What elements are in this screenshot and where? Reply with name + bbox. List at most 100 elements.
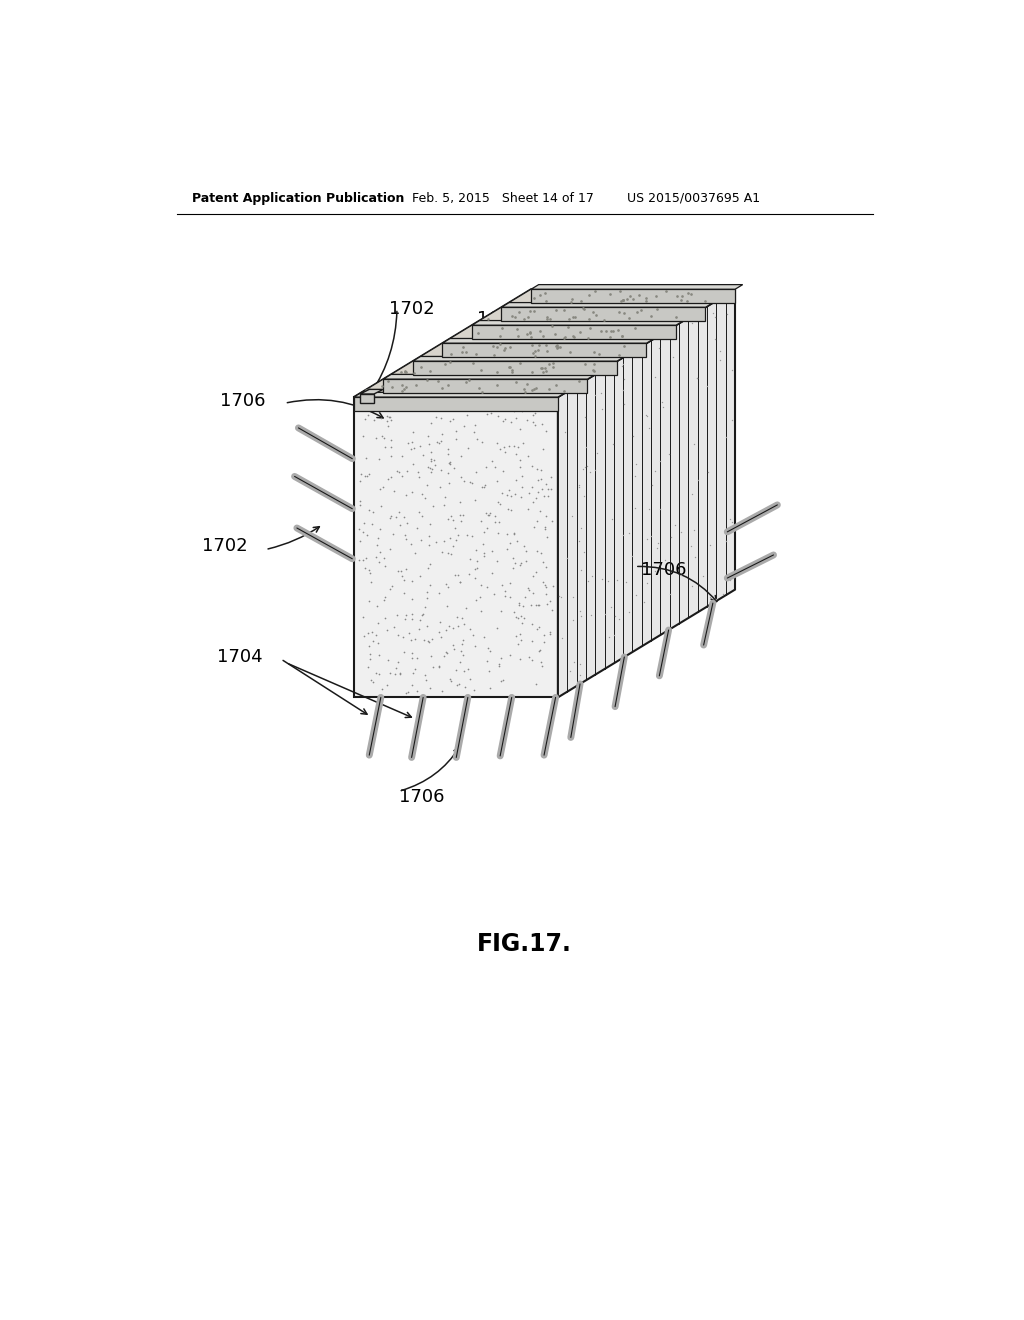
Point <box>636 591 652 612</box>
Point <box>409 517 425 539</box>
Point <box>397 484 414 506</box>
Point <box>453 511 469 532</box>
Point <box>617 572 634 593</box>
Point <box>377 607 393 628</box>
Point <box>512 649 528 671</box>
Point <box>390 561 407 582</box>
Point <box>421 631 437 652</box>
Point <box>506 400 522 421</box>
Point <box>578 437 594 458</box>
Point <box>433 408 450 429</box>
Point <box>379 649 395 671</box>
Point <box>411 461 427 482</box>
Point <box>446 565 463 586</box>
Point <box>415 444 431 465</box>
Text: 1602: 1602 <box>571 322 616 341</box>
Point <box>525 517 542 539</box>
Point <box>381 407 397 428</box>
Point <box>537 516 553 537</box>
Point <box>404 609 421 630</box>
Point <box>371 552 387 573</box>
Point <box>656 549 673 570</box>
Point <box>356 512 373 533</box>
Point <box>506 436 522 457</box>
Point <box>361 590 378 611</box>
Point <box>627 498 643 519</box>
Point <box>351 470 368 491</box>
Point <box>453 467 469 488</box>
Point <box>688 367 705 388</box>
Point <box>368 663 384 684</box>
Point <box>594 399 610 420</box>
Point <box>383 437 399 458</box>
Point <box>503 484 519 506</box>
Point <box>382 446 398 467</box>
Point <box>499 524 515 545</box>
Point <box>421 434 437 455</box>
Point <box>396 569 413 590</box>
Point <box>511 450 527 471</box>
Point <box>594 569 610 590</box>
Point <box>536 572 552 593</box>
Point <box>615 393 632 414</box>
Point <box>409 648 425 669</box>
Point <box>445 535 462 556</box>
Point <box>443 506 460 527</box>
Point <box>442 668 459 689</box>
Point <box>404 482 421 503</box>
Point <box>411 618 427 639</box>
Point <box>373 407 389 428</box>
Point <box>699 461 716 482</box>
Point <box>527 561 544 582</box>
Point <box>687 305 703 326</box>
Point <box>357 557 374 578</box>
Text: 1706: 1706 <box>641 561 686 579</box>
Point <box>412 610 428 631</box>
Polygon shape <box>354 392 565 397</box>
Point <box>351 495 368 516</box>
Point <box>424 458 440 479</box>
Point <box>354 521 371 543</box>
Point <box>365 631 381 652</box>
Point <box>529 480 546 502</box>
Point <box>430 433 446 454</box>
Text: 1704: 1704 <box>217 648 263 667</box>
Point <box>406 453 422 474</box>
Point <box>403 570 420 591</box>
Point <box>380 469 396 490</box>
Point <box>480 661 497 682</box>
Point <box>449 607 465 628</box>
Point <box>352 531 369 552</box>
Point <box>651 450 668 471</box>
Point <box>396 583 413 605</box>
Point <box>519 409 536 430</box>
Point <box>488 470 505 491</box>
Point <box>539 557 555 578</box>
Point <box>490 407 507 428</box>
Point <box>375 477 391 498</box>
Point <box>438 595 455 616</box>
Point <box>469 550 485 572</box>
Point <box>383 467 399 488</box>
Point <box>524 582 541 603</box>
Text: Feb. 5, 2015   Sheet 14 of 17: Feb. 5, 2015 Sheet 14 of 17 <box>412 191 594 205</box>
Point <box>433 459 450 480</box>
Point <box>517 550 534 572</box>
Point <box>375 391 391 412</box>
Point <box>698 376 715 397</box>
Point <box>456 471 472 492</box>
Point <box>499 484 515 506</box>
Point <box>407 543 423 564</box>
Point <box>613 355 630 376</box>
Point <box>456 660 472 681</box>
Point <box>524 477 541 498</box>
Point <box>395 393 412 414</box>
Point <box>718 426 734 447</box>
Point <box>350 519 367 540</box>
Point <box>486 506 503 527</box>
Point <box>536 624 552 645</box>
Point <box>646 560 663 581</box>
Point <box>438 573 455 594</box>
Point <box>719 304 735 325</box>
Point <box>426 392 442 413</box>
